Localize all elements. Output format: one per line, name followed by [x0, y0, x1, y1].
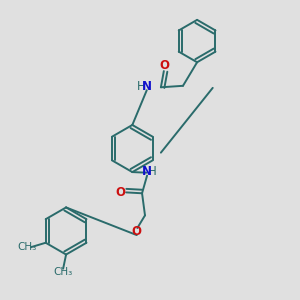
Text: O: O	[159, 59, 170, 72]
Text: N: N	[142, 165, 152, 178]
Text: N: N	[142, 80, 152, 93]
Text: CH₃: CH₃	[53, 268, 73, 278]
Text: O: O	[116, 186, 126, 199]
Text: H: H	[137, 80, 146, 93]
Text: CH₃: CH₃	[17, 242, 36, 252]
Text: H: H	[147, 165, 156, 178]
Text: O: O	[132, 225, 142, 238]
